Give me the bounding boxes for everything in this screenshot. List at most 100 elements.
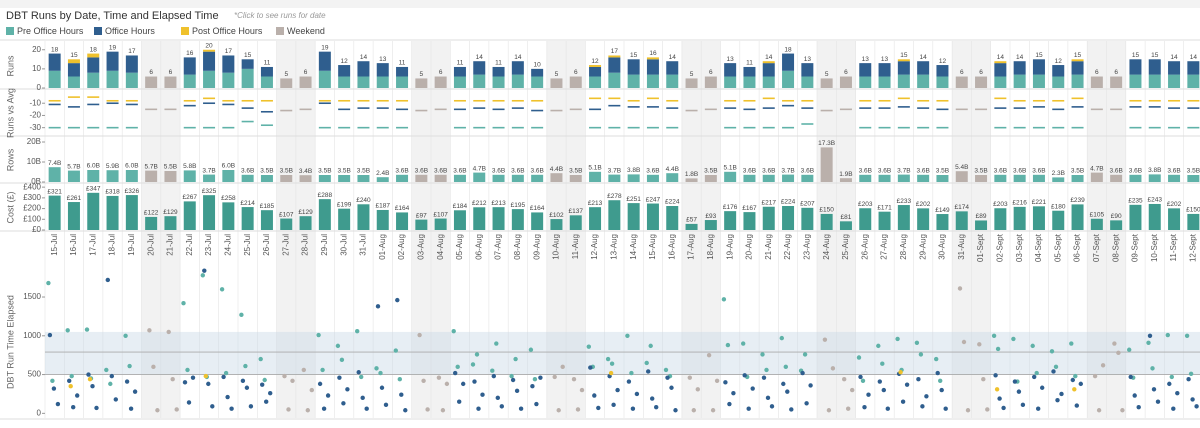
value-label: £325 xyxy=(202,188,217,195)
total-label: 11 xyxy=(264,60,271,67)
x-tick-label: 17-Aug xyxy=(687,234,696,260)
bar-segment xyxy=(762,76,775,88)
total-label: 15 xyxy=(630,52,638,59)
point xyxy=(765,395,771,401)
point xyxy=(1184,333,1190,338)
axis-title: Runs vs Avg xyxy=(5,88,15,138)
point xyxy=(904,382,910,387)
value-label: 1.9B xyxy=(839,171,852,178)
point xyxy=(1128,374,1133,380)
point xyxy=(105,277,111,283)
point xyxy=(451,328,456,334)
bar-segment xyxy=(125,55,138,73)
bar xyxy=(492,207,505,230)
point xyxy=(957,286,963,291)
total-label: 6 xyxy=(979,69,983,76)
x-tick-label: 27-Aug xyxy=(880,234,889,260)
point xyxy=(290,378,295,383)
x-tick-label: 01-Sept xyxy=(976,233,985,262)
bar-segment xyxy=(1013,74,1026,88)
point xyxy=(1040,385,1045,390)
bar-segment xyxy=(531,76,544,88)
point xyxy=(499,404,504,409)
value-label: £347 xyxy=(86,186,101,193)
value-label: 3.5B xyxy=(936,168,949,175)
bar xyxy=(936,175,949,182)
point xyxy=(1188,371,1194,376)
point xyxy=(355,328,360,334)
point xyxy=(282,373,287,379)
total-label: 13 xyxy=(881,56,889,63)
bar xyxy=(357,204,370,230)
value-label: £261 xyxy=(67,195,82,202)
value-label: 6.0B xyxy=(87,163,100,170)
point xyxy=(47,332,53,338)
point xyxy=(514,388,520,394)
bar xyxy=(839,178,852,182)
point xyxy=(75,393,80,398)
point xyxy=(663,367,669,373)
bar xyxy=(820,213,833,230)
value-label: £187 xyxy=(376,203,391,210)
bar xyxy=(666,206,679,230)
point xyxy=(243,363,248,369)
value-label: £150 xyxy=(1186,207,1200,214)
point xyxy=(943,406,948,411)
total-label: 5 xyxy=(825,71,829,78)
point xyxy=(1011,336,1016,342)
point xyxy=(513,356,518,362)
bar xyxy=(125,195,138,230)
bar-segment xyxy=(569,76,582,88)
bar xyxy=(511,174,524,182)
point xyxy=(186,400,192,405)
point xyxy=(781,381,786,387)
point xyxy=(1120,408,1125,413)
bar-segment xyxy=(1013,61,1026,75)
bar xyxy=(203,174,216,182)
point xyxy=(262,377,267,383)
y-tick-label: £400 xyxy=(23,182,41,191)
point xyxy=(538,375,543,380)
title: DBT Runs by Date, Time and Elapsed Time xyxy=(6,10,219,22)
bar xyxy=(106,170,119,182)
point xyxy=(55,401,61,407)
value-label: £318 xyxy=(105,189,120,196)
y-tick-label: 0 xyxy=(37,83,42,92)
point xyxy=(1169,374,1175,380)
total-label: 6 xyxy=(574,69,578,76)
point xyxy=(480,392,485,397)
point xyxy=(395,297,400,303)
value-label: £203 xyxy=(993,201,1008,208)
point xyxy=(239,312,244,318)
bar-segment xyxy=(396,76,409,88)
bar-segment xyxy=(241,68,254,88)
bar xyxy=(1168,208,1181,230)
value-label: £102 xyxy=(549,212,564,219)
point xyxy=(862,404,867,410)
point xyxy=(826,408,832,413)
x-tick-label: 09-Sept xyxy=(1131,233,1140,262)
legend-label: Pre Office Hours xyxy=(17,26,84,36)
bar-segment xyxy=(801,63,814,77)
point xyxy=(895,336,900,342)
point xyxy=(1030,343,1035,349)
y-tick-label: £0 xyxy=(32,225,41,234)
point xyxy=(802,352,808,357)
point xyxy=(534,401,539,407)
bar-segment xyxy=(145,76,158,88)
bar-segment xyxy=(67,76,80,88)
point xyxy=(317,381,323,387)
value-label: £233 xyxy=(897,198,912,205)
bar xyxy=(48,195,61,230)
point xyxy=(808,383,813,388)
x-tick-label: 02-Aug xyxy=(397,234,406,260)
point xyxy=(1072,387,1077,392)
value-label: £105 xyxy=(1090,211,1105,218)
point xyxy=(397,377,402,382)
total-label: 13 xyxy=(862,56,870,63)
point xyxy=(301,367,306,373)
subtitle[interactable]: *Click to see runs for date xyxy=(234,11,326,20)
point xyxy=(210,404,215,409)
bar xyxy=(357,175,370,182)
point xyxy=(455,364,460,370)
